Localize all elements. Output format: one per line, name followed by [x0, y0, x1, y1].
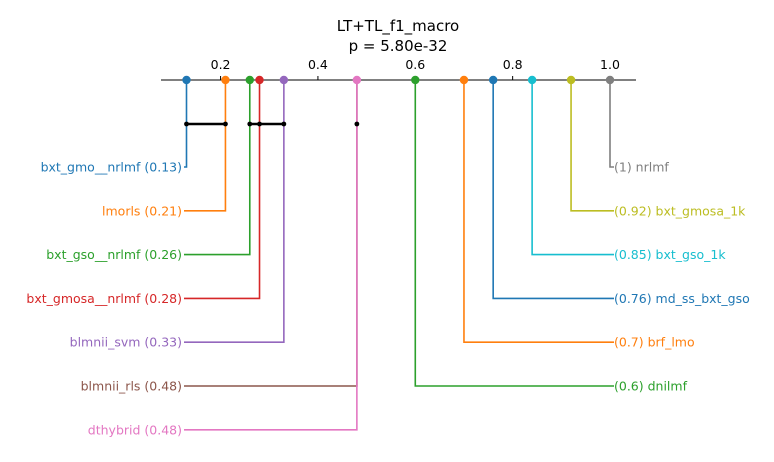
clique-bars: [184, 121, 360, 127]
series-point: [352, 75, 362, 85]
series-lines: bxt_gmo__nrlmf (0.13) lmorls (0.21) bxt_gs…: [26, 80, 750, 437]
series-line: [414, 80, 614, 387]
clique-dot: [281, 121, 287, 127]
series-label: blmnii_svm (0.33): [70, 335, 182, 350]
series-line: [184, 80, 358, 431]
series-line: [570, 80, 614, 212]
clique-dot: [223, 121, 228, 127]
series-point: [566, 75, 576, 85]
series-line: [184, 80, 261, 300]
series-point: [182, 75, 191, 85]
clique-dot: [184, 121, 189, 127]
series-point: [279, 75, 289, 85]
series-point: [459, 75, 469, 85]
series-label: (0.7) brf_lmo: [614, 335, 695, 350]
series-point: [221, 75, 230, 85]
series-label: (0.6) dnilmf: [614, 379, 688, 394]
series-line: [184, 80, 227, 212]
clique-dot: [257, 121, 262, 127]
tick-label: 0.8: [503, 57, 523, 72]
series-line: [184, 80, 188, 168]
series-label: (0.85) bxt_gso_1k: [614, 247, 726, 262]
series-point: [488, 75, 498, 85]
series-line: [609, 80, 614, 168]
chart-title: LT+TL_f1_macro: [337, 17, 459, 36]
chart-subtitle: p = 5.80e-32: [349, 37, 448, 55]
series-label: lmorls (0.21): [102, 203, 182, 218]
series-label: (0.92) bxt_gmosa_1k: [614, 203, 746, 218]
series-label: blmnii_rls (0.48): [81, 379, 182, 394]
series-label: dthybrid (0.48): [88, 422, 182, 437]
series-line: [184, 80, 285, 344]
clique-dot: [247, 121, 253, 127]
series-point: [255, 75, 264, 85]
series-label: (0.76) md_ss_bxt_gso: [614, 291, 750, 306]
series-line: [184, 80, 358, 387]
series-point: [411, 75, 420, 85]
series-line: [492, 80, 614, 300]
series-label: bxt_gso__nrlmf (0.26): [46, 247, 182, 262]
series-point: [605, 75, 615, 85]
tick-label: 1.0: [600, 57, 620, 72]
series-label: (1) nrlmf: [614, 160, 669, 175]
series-label: bxt_gmo__nrlmf (0.13): [41, 160, 182, 175]
clique-dot: [354, 121, 360, 127]
series-point: [527, 75, 537, 85]
series-label: bxt_gmosa__nrlmf (0.28): [26, 291, 182, 306]
series-markers: [182, 75, 615, 85]
series-line: [531, 80, 614, 256]
tick-label: 0.2: [211, 57, 231, 72]
tick-label: 0.6: [405, 57, 425, 72]
tick-label: 0.4: [308, 57, 328, 72]
series-line: [184, 80, 251, 256]
series-point: [245, 75, 254, 85]
series-line: [463, 80, 614, 344]
